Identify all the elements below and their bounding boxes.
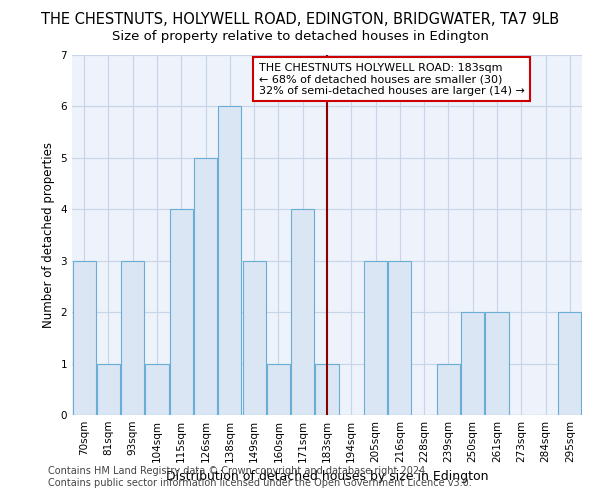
X-axis label: Distribution of detached houses by size in Edington: Distribution of detached houses by size …	[166, 470, 488, 484]
Bar	[267, 364, 290, 415]
Text: Size of property relative to detached houses in Edington: Size of property relative to detached ho…	[112, 30, 488, 43]
Bar	[291, 210, 314, 415]
Bar	[97, 364, 120, 415]
Bar	[121, 260, 144, 415]
Text: Contains HM Land Registry data © Crown copyright and database right 2024.
Contai: Contains HM Land Registry data © Crown c…	[48, 466, 472, 487]
Bar	[437, 364, 460, 415]
Text: THE CHESTNUTS, HOLYWELL ROAD, EDINGTON, BRIDGWATER, TA7 9LB: THE CHESTNUTS, HOLYWELL ROAD, EDINGTON, …	[41, 12, 559, 28]
Bar	[218, 106, 241, 415]
Bar	[559, 312, 581, 415]
Bar	[388, 260, 412, 415]
Bar	[242, 260, 266, 415]
Bar	[73, 260, 95, 415]
Bar	[194, 158, 217, 415]
Bar	[461, 312, 484, 415]
Bar	[316, 364, 338, 415]
Bar	[485, 312, 509, 415]
Bar	[364, 260, 387, 415]
Bar	[145, 364, 169, 415]
Text: THE CHESTNUTS HOLYWELL ROAD: 183sqm
← 68% of detached houses are smaller (30)
32: THE CHESTNUTS HOLYWELL ROAD: 183sqm ← 68…	[259, 62, 525, 96]
Y-axis label: Number of detached properties: Number of detached properties	[42, 142, 55, 328]
Bar	[170, 210, 193, 415]
